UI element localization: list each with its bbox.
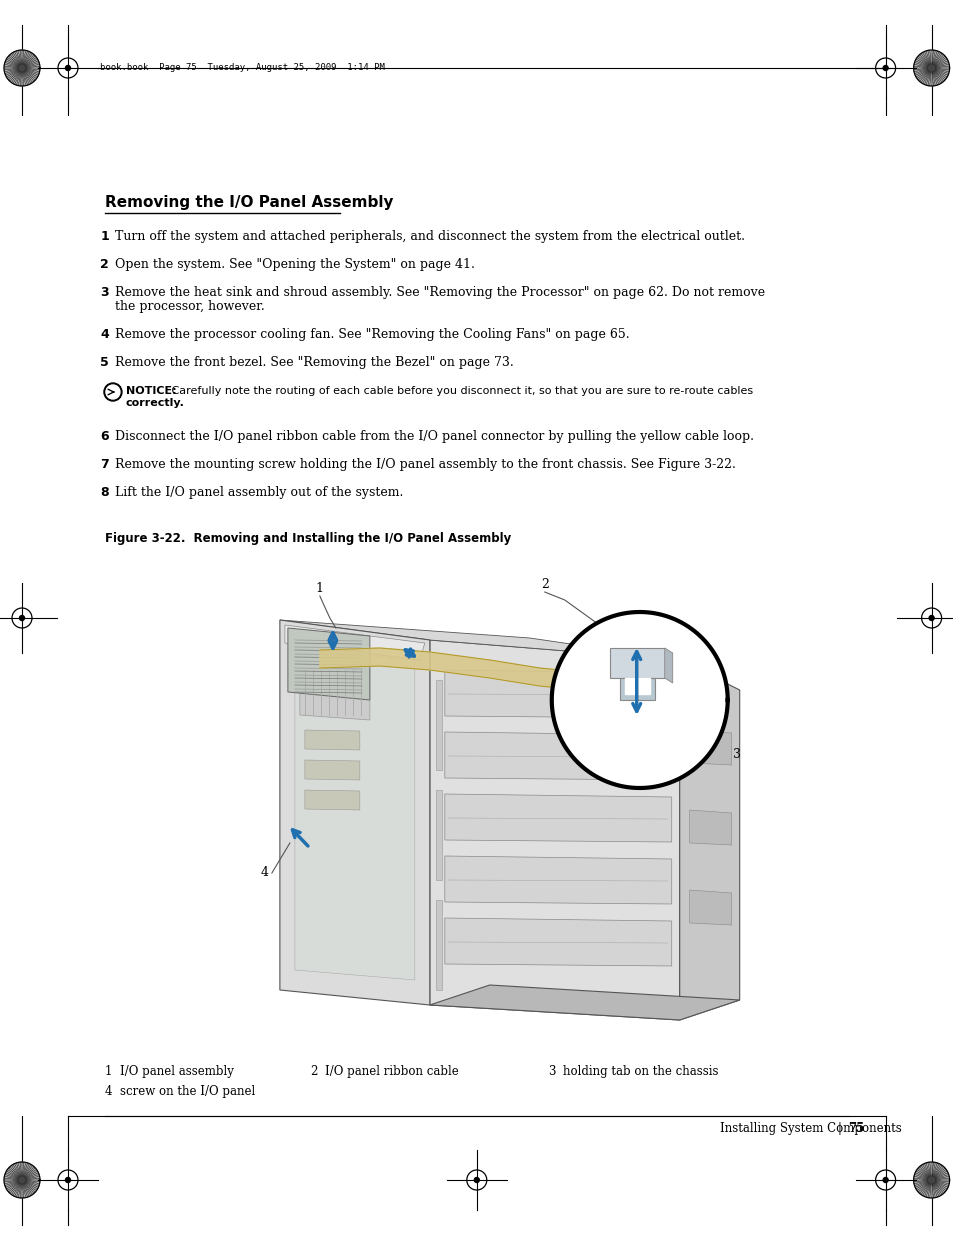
Text: Remove the heat sink and shroud assembly. See "Removing the Processor" on page 6: Remove the heat sink and shroud assembly… bbox=[114, 287, 764, 299]
Text: Disconnect the I/O panel ribbon cable from the I/O panel connector by pulling th: Disconnect the I/O panel ribbon cable fr… bbox=[114, 430, 753, 443]
Polygon shape bbox=[444, 732, 671, 781]
Polygon shape bbox=[305, 760, 359, 781]
Circle shape bbox=[106, 385, 120, 399]
Text: the processor, however.: the processor, however. bbox=[114, 300, 264, 312]
Text: Removing and Installing the I/O Panel Assembly: Removing and Installing the I/O Panel As… bbox=[176, 532, 511, 545]
Polygon shape bbox=[4, 1162, 40, 1198]
Polygon shape bbox=[689, 730, 731, 764]
Circle shape bbox=[19, 615, 25, 620]
Text: 3: 3 bbox=[732, 748, 740, 762]
Polygon shape bbox=[609, 648, 664, 678]
Polygon shape bbox=[444, 671, 671, 718]
Text: book.book  Page 75  Tuesday, August 25, 2009  1:14 PM: book.book Page 75 Tuesday, August 25, 20… bbox=[100, 63, 384, 73]
Polygon shape bbox=[279, 620, 679, 659]
Text: 8: 8 bbox=[100, 487, 109, 499]
Text: 1: 1 bbox=[105, 1065, 112, 1078]
Polygon shape bbox=[285, 625, 424, 659]
Text: 6: 6 bbox=[100, 430, 109, 443]
Text: 4: 4 bbox=[260, 867, 269, 879]
Text: Lift the I/O panel assembly out of the system.: Lift the I/O panel assembly out of the s… bbox=[114, 487, 403, 499]
Text: 4: 4 bbox=[100, 329, 109, 341]
Circle shape bbox=[882, 1177, 887, 1182]
Circle shape bbox=[19, 1177, 25, 1183]
Polygon shape bbox=[430, 640, 679, 1020]
Polygon shape bbox=[279, 620, 430, 1005]
Polygon shape bbox=[913, 49, 948, 86]
Polygon shape bbox=[299, 664, 370, 720]
Text: 7: 7 bbox=[100, 458, 109, 471]
Polygon shape bbox=[430, 986, 739, 1020]
Polygon shape bbox=[288, 629, 370, 700]
Circle shape bbox=[19, 65, 25, 70]
Text: I/O panel ribbon cable: I/O panel ribbon cable bbox=[325, 1065, 458, 1078]
Polygon shape bbox=[319, 648, 579, 690]
Polygon shape bbox=[294, 650, 415, 981]
Polygon shape bbox=[436, 900, 441, 990]
Circle shape bbox=[882, 65, 887, 70]
Polygon shape bbox=[619, 678, 654, 700]
Text: NOTICE:: NOTICE: bbox=[126, 387, 176, 396]
Text: 1: 1 bbox=[315, 582, 323, 594]
Text: Remove the mounting screw holding the I/O panel assembly to the front chassis. S: Remove the mounting screw holding the I/… bbox=[114, 458, 735, 471]
Circle shape bbox=[66, 1177, 71, 1182]
Text: 2: 2 bbox=[540, 578, 548, 592]
Text: 1: 1 bbox=[100, 230, 109, 243]
Text: Turn off the system and attached peripherals, and disconnect the system from the: Turn off the system and attached periphe… bbox=[114, 230, 744, 243]
Text: holding tab on the chassis: holding tab on the chassis bbox=[562, 1065, 718, 1078]
Text: Open the system. See "Opening the System" on page 41.: Open the system. See "Opening the System… bbox=[114, 258, 475, 270]
Polygon shape bbox=[444, 856, 671, 904]
Polygon shape bbox=[689, 890, 731, 925]
Circle shape bbox=[927, 1177, 934, 1183]
Text: 4: 4 bbox=[105, 1086, 112, 1098]
Text: 75: 75 bbox=[847, 1123, 863, 1135]
Text: I/O panel assembly: I/O panel assembly bbox=[120, 1065, 233, 1078]
Polygon shape bbox=[4, 49, 40, 86]
Polygon shape bbox=[679, 659, 739, 1020]
Text: Remove the processor cooling fan. See "Removing the Cooling Fans" on page 65.: Remove the processor cooling fan. See "R… bbox=[114, 329, 629, 341]
Circle shape bbox=[66, 65, 71, 70]
Polygon shape bbox=[913, 1162, 948, 1198]
Text: screw on the I/O panel: screw on the I/O panel bbox=[120, 1086, 255, 1098]
Text: correctly.: correctly. bbox=[126, 398, 185, 408]
Polygon shape bbox=[689, 810, 731, 845]
Circle shape bbox=[928, 615, 933, 620]
Text: Installing System Components: Installing System Components bbox=[719, 1123, 901, 1135]
Polygon shape bbox=[444, 794, 671, 842]
Polygon shape bbox=[444, 918, 671, 966]
Text: Figure 3-22.: Figure 3-22. bbox=[105, 532, 185, 545]
Text: 5: 5 bbox=[100, 356, 109, 369]
Polygon shape bbox=[305, 790, 359, 810]
Text: 3: 3 bbox=[100, 287, 109, 299]
Circle shape bbox=[474, 1177, 478, 1182]
Circle shape bbox=[104, 383, 122, 401]
Polygon shape bbox=[305, 730, 359, 750]
Text: Removing the I/O Panel Assembly: Removing the I/O Panel Assembly bbox=[105, 195, 393, 210]
Polygon shape bbox=[436, 790, 441, 881]
Text: Carefully note the routing of each cable before you disconnect it, so that you a: Carefully note the routing of each cable… bbox=[168, 387, 752, 396]
Text: 2: 2 bbox=[100, 258, 109, 270]
Text: |: | bbox=[837, 1123, 841, 1135]
Polygon shape bbox=[551, 613, 727, 788]
Text: 2: 2 bbox=[310, 1065, 317, 1078]
Polygon shape bbox=[624, 678, 649, 694]
Polygon shape bbox=[664, 648, 672, 683]
Polygon shape bbox=[436, 680, 441, 769]
Circle shape bbox=[927, 65, 934, 70]
Text: 3: 3 bbox=[547, 1065, 555, 1078]
Text: Remove the front bezel. See "Removing the Bezel" on page 73.: Remove the front bezel. See "Removing th… bbox=[114, 356, 513, 369]
